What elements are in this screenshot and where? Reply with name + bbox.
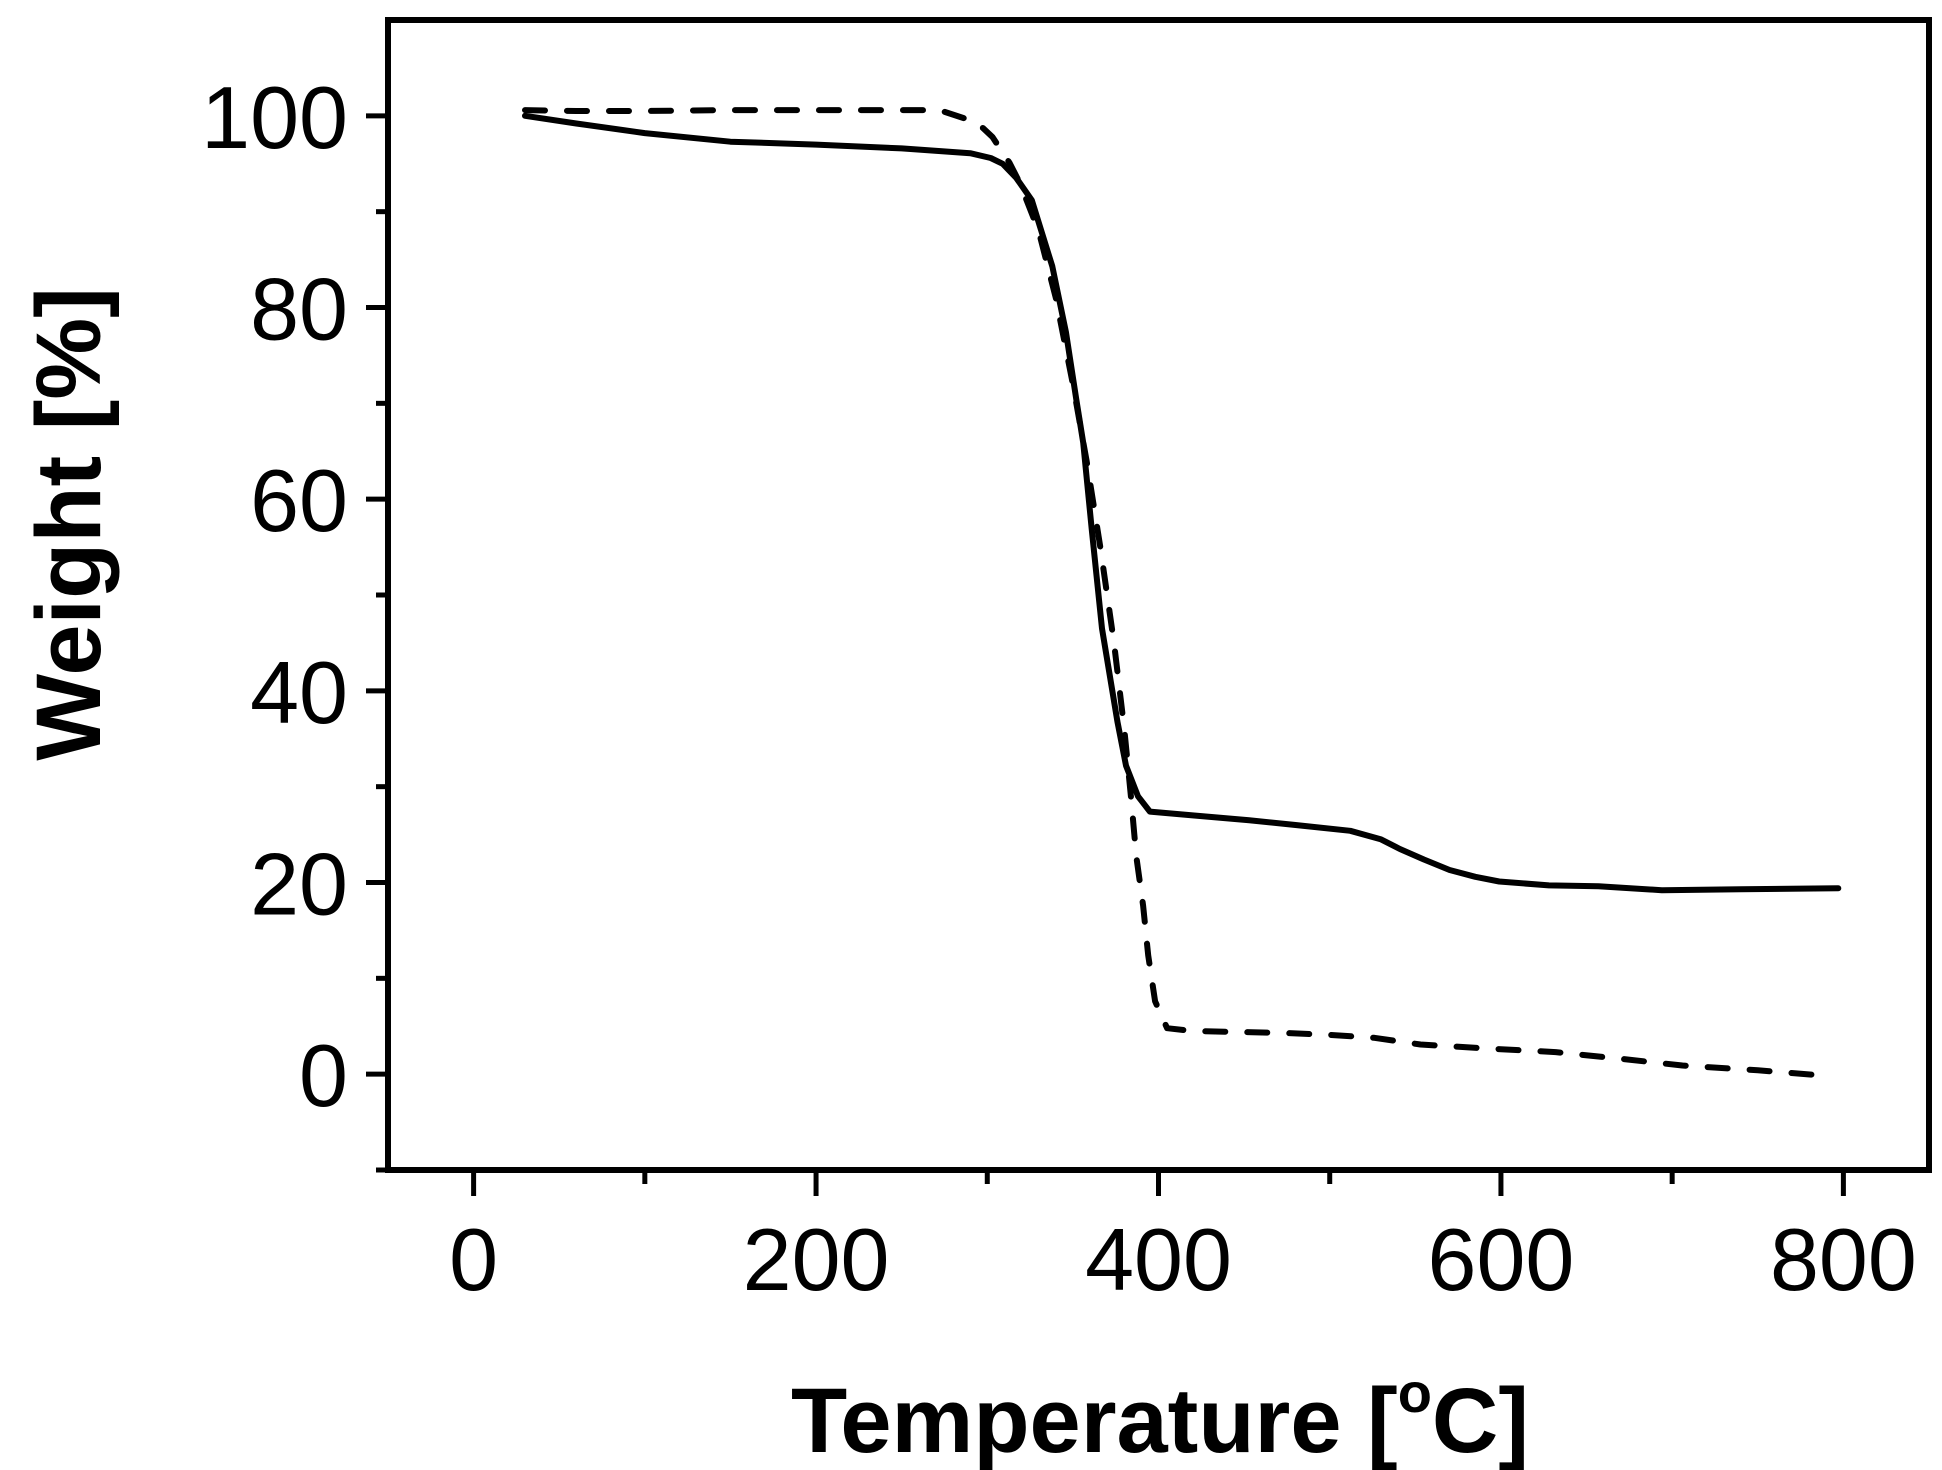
y-tick-label: 20 <box>250 835 348 934</box>
x-tick-label: 800 <box>1770 1210 1917 1309</box>
x-axis-ticks: 0 200 400 600 800 <box>449 1170 1917 1309</box>
series-line-dashed <box>522 107 1833 1080</box>
y-tick-label: 60 <box>250 451 348 550</box>
x-tick-label: 200 <box>743 1210 890 1309</box>
series-layer <box>522 107 1842 1080</box>
y-axis-title: Weight [%] <box>18 287 120 761</box>
x-axis-title: Temperature [oC] <box>791 1361 1529 1470</box>
x-tick-label: 400 <box>1085 1210 1232 1309</box>
x-tick-label: 600 <box>1428 1210 1575 1309</box>
y-tick-label: 40 <box>250 643 348 742</box>
series-line-solid <box>522 112 1842 894</box>
y-tick-label: 80 <box>250 260 348 359</box>
plot-frame <box>385 17 1932 1173</box>
y-tick-label: 100 <box>201 68 348 167</box>
y-tick-label: 0 <box>299 1026 348 1125</box>
y-axis-ticks: 0 20 40 60 80 100 <box>201 68 388 1173</box>
x-tick-label: 0 <box>449 1210 498 1309</box>
